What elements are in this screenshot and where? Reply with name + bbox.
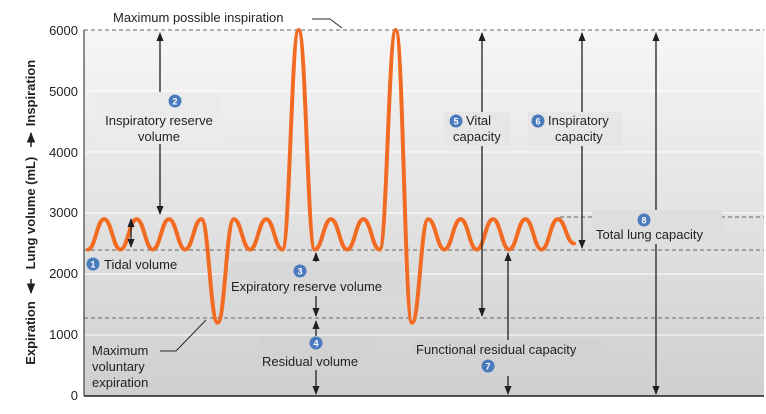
mve-leader: [160, 319, 207, 352]
y-tick-3000: 3000: [49, 205, 78, 220]
erv-label-backing: [228, 262, 404, 296]
y-tick-1000: 1000: [49, 327, 78, 342]
badge-4: 4: [309, 336, 323, 350]
frc-label-backing: [412, 340, 602, 376]
irv-label-line2: volume: [138, 129, 180, 144]
svg-text:1: 1: [90, 260, 95, 270]
residual-volume-label: Residual volume: [262, 354, 358, 369]
svg-text:3: 3: [297, 267, 302, 277]
erv-label: Expiratory reserve volume: [231, 279, 382, 294]
y-tick-labels: 0 1000 2000 3000 4000 5000 6000: [49, 23, 78, 403]
inspiratory-capacity-label-line2: capacity: [555, 129, 603, 144]
svg-text:6: 6: [535, 117, 540, 127]
y-tick-4000: 4000: [49, 145, 78, 160]
y-tick-5000: 5000: [49, 84, 78, 99]
badge-5: 5: [449, 114, 463, 128]
mve-label-line1: Maximum: [92, 343, 148, 358]
tlc-label-backing: [592, 210, 722, 244]
badge-3: 3: [293, 264, 307, 278]
y-axis-expiration-label: Expiration: [23, 301, 38, 365]
badge-6: 6: [531, 114, 545, 128]
svg-text:8: 8: [641, 216, 646, 226]
irv-label-backing: [96, 92, 222, 144]
inspiratory-capacity-label-line1: Inspiratory: [548, 113, 609, 128]
y-tick-2000: 2000: [49, 266, 78, 281]
vital-capacity-label-line2: capacity: [453, 129, 501, 144]
svg-text:7: 7: [485, 362, 490, 372]
leader-lines: [160, 18, 343, 352]
badge-1: 1: [86, 257, 100, 271]
ic-label-backing: [528, 112, 622, 146]
mve-label-line3: expiration: [92, 375, 148, 390]
max-inspiration-label: Maximum possible inspiration: [113, 10, 284, 25]
numbered-badges: 1 2 3 4 5 6 7 8: [86, 94, 651, 373]
y-axis-volume-label: Lung volume (mL): [23, 157, 38, 270]
max-insp-leader: [312, 18, 343, 29]
annotation-labels: Maximum possible inspiration Inspiratory…: [92, 10, 703, 390]
vital-capacity-label-line1: Vital: [466, 113, 491, 128]
tidal-volume-label: Tidal volume: [104, 257, 177, 272]
max-insp-label-backing: [108, 8, 314, 26]
badge-8: 8: [637, 213, 651, 227]
svg-text:2: 2: [172, 97, 177, 107]
label-backings: [96, 8, 722, 376]
y-axis-title: Inspiration Lung volume (mL) Expiration: [23, 60, 38, 365]
total-lung-capacity-label: Total lung capacity: [596, 227, 703, 242]
badge-2: 2: [168, 94, 182, 108]
y-axis-inspiration-label: Inspiration: [23, 60, 38, 127]
irv-label-line1: Inspiratory reserve: [105, 113, 213, 128]
y-tick-0: 0: [71, 388, 78, 403]
y-tick-6000: 6000: [49, 23, 78, 38]
svg-text:5: 5: [453, 117, 458, 127]
svg-text:4: 4: [313, 339, 318, 349]
frc-label: Functional residual capacity: [416, 342, 577, 357]
mve-label-line2: voluntary: [92, 359, 145, 374]
badge-7: 7: [481, 359, 495, 373]
